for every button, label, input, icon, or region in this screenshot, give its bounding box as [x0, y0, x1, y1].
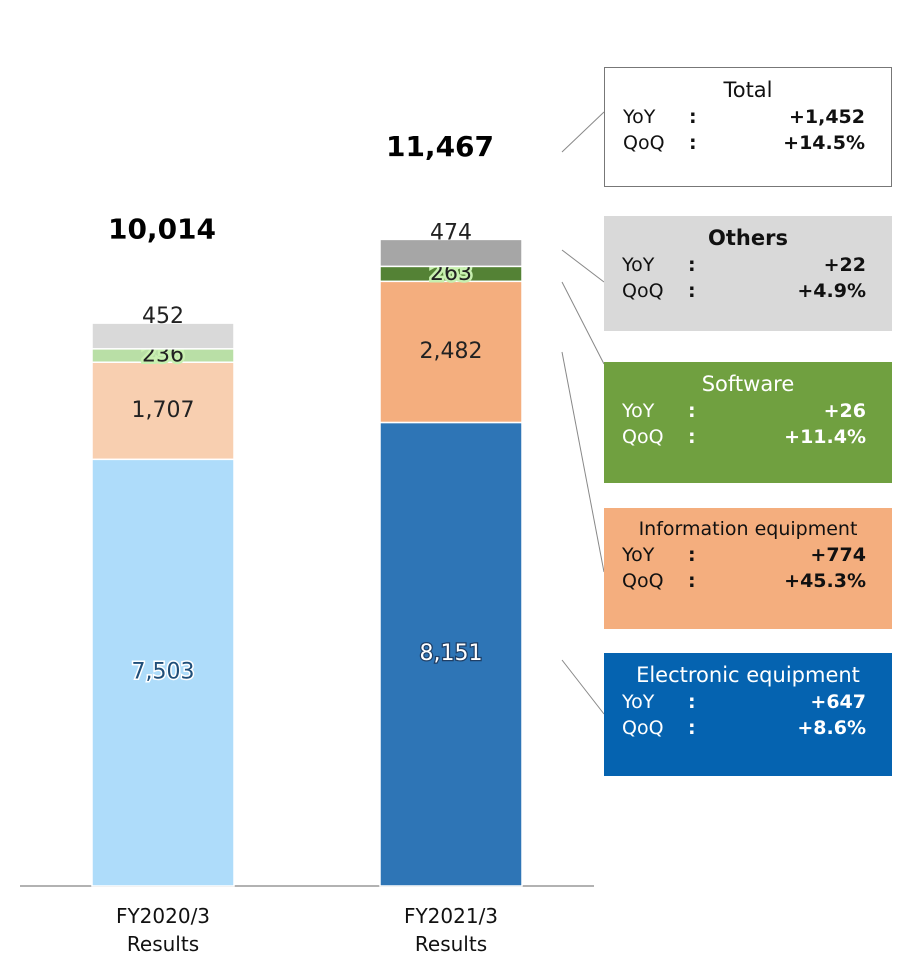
total-label: 11,467 [386, 130, 494, 163]
bar-segment [91, 322, 235, 350]
callout-row: YoY: +22 [604, 254, 892, 280]
bar-segment [91, 458, 235, 887]
callout: Others YoY: +22 QoQ: +4.9% [604, 216, 892, 331]
callout-row: YoY: +774 [604, 544, 892, 570]
row-sep: : [688, 544, 696, 566]
callout: Electronic equipment YoY: +647 QoQ: +8.6% [604, 653, 892, 776]
row-label: QoQ [622, 570, 664, 592]
row-label: YoY [623, 106, 656, 128]
row-value: +14.5% [783, 132, 865, 154]
x-tick-label: FY2021/3 Results [403, 904, 499, 956]
row-value: +11.4% [784, 426, 866, 448]
total-label: 10,014 [108, 213, 216, 246]
callout-title: Electronic equipment [636, 663, 860, 687]
segment-label: 2,482 [420, 339, 483, 364]
callout: Information equipment YoY: +774 QoQ: +45.3% [604, 508, 892, 629]
bar-segment [379, 238, 523, 268]
row-sep: : [688, 280, 696, 302]
row-sep: : [688, 717, 696, 739]
segment-label: 7,503 [132, 660, 195, 685]
row-sep: : [688, 400, 696, 422]
row-sep: : [688, 691, 696, 713]
callout-row: YoY: +26 [604, 400, 892, 426]
callout-row: YoY: +1,452 [605, 106, 891, 132]
row-value: +4.9% [797, 280, 866, 302]
segment-label: 8,151 [420, 641, 483, 666]
row-label: QoQ [622, 717, 664, 739]
row-value: +647 [810, 691, 866, 713]
row-value: +8.6% [797, 717, 866, 739]
row-sep: : [689, 106, 697, 128]
callout-title: Total [723, 78, 773, 102]
callout-row: QoQ: +45.3% [604, 570, 892, 596]
segment-label: 1,707 [132, 398, 195, 423]
callout-title: Others [708, 226, 788, 250]
bar-segment [379, 280, 523, 424]
callout: Total YoY: +1,452 QoQ: +14.5% [604, 67, 892, 187]
row-value: +774 [810, 544, 866, 566]
callout-row: YoY: +647 [604, 691, 892, 717]
x-tick-label: FY2020/3 Results [115, 904, 211, 956]
segment-label: 452 [142, 304, 184, 329]
row-sep: : [688, 426, 696, 448]
row-sep: : [688, 570, 696, 592]
callout: Software YoY: +26 QoQ: +11.4% [604, 362, 892, 483]
row-label: YoY [622, 691, 655, 713]
callout-row: QoQ: +11.4% [604, 426, 892, 452]
callout-title: Information equipment [638, 518, 858, 540]
row-value: +1,452 [788, 106, 865, 128]
row-value: +22 [823, 254, 866, 276]
row-sep: : [688, 254, 696, 276]
callout-row: QoQ: +8.6% [604, 717, 892, 743]
row-label: QoQ [622, 280, 664, 302]
row-value: +26 [823, 400, 866, 422]
segment-label: 474 [430, 220, 472, 245]
row-label: YoY [622, 254, 655, 276]
row-label: QoQ [623, 132, 665, 154]
row-label: QoQ [622, 426, 664, 448]
callout-row: QoQ: +4.9% [604, 280, 892, 306]
callout-title: Software [701, 372, 795, 396]
row-label: YoY [622, 544, 655, 566]
row-label: YoY [622, 400, 655, 422]
callout-row: QoQ: +14.5% [605, 132, 891, 158]
connectors [561, 111, 605, 715]
row-sep: : [689, 132, 697, 154]
row-value: +45.3% [784, 570, 866, 592]
